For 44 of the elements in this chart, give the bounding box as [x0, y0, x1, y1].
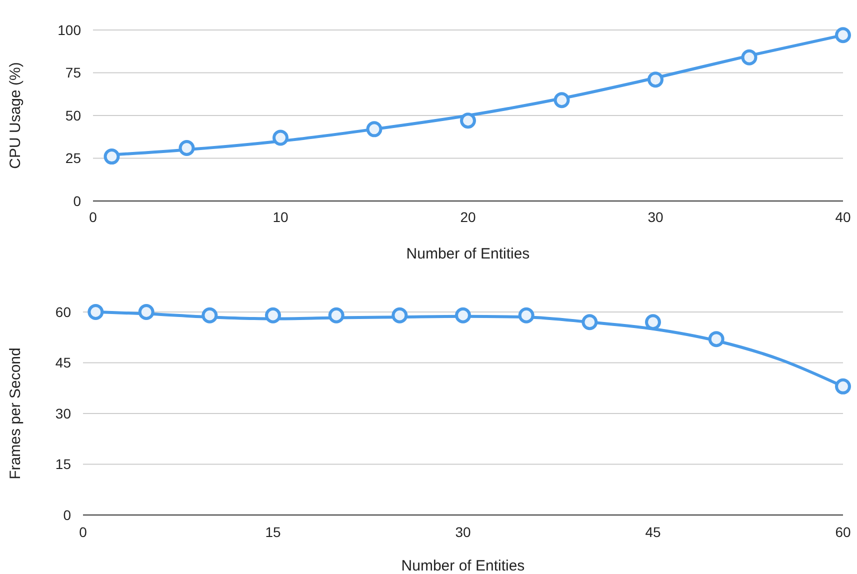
point — [88, 304, 104, 320]
x-tick-label: 10 — [272, 208, 288, 225]
point — [392, 307, 408, 324]
x-tick-label: 45 — [645, 524, 661, 540]
y-tick-label: 0 — [73, 192, 82, 209]
point — [582, 314, 598, 330]
point — [366, 121, 382, 138]
point — [272, 130, 288, 146]
point — [835, 378, 851, 394]
point — [645, 314, 661, 330]
point — [328, 307, 344, 324]
y-tick-label: 50 — [65, 107, 82, 124]
y-axis-title: CPU Usage (%) — [7, 62, 24, 169]
y-tick-label: 45 — [55, 354, 72, 371]
x-axis-title: Number of Entities — [406, 245, 530, 262]
point — [648, 72, 664, 88]
x-tick-label: 30 — [455, 524, 471, 540]
y-tick-label: 100 — [58, 22, 82, 38]
point — [741, 49, 758, 66]
x-tick-label: 40 — [835, 208, 851, 225]
point — [518, 307, 534, 324]
point — [265, 307, 281, 324]
point — [708, 331, 724, 348]
point — [835, 27, 851, 44]
point — [104, 148, 120, 165]
point — [138, 304, 154, 320]
y-tick-label: 15 — [55, 456, 72, 472]
x-tick-label: 20 — [460, 208, 476, 225]
y-tick-label: 30 — [55, 405, 72, 422]
point — [460, 112, 476, 129]
x-tick-label: 0 — [89, 208, 98, 225]
y-tick-label: 60 — [55, 304, 72, 320]
y-axis-title: Frames per Second — [7, 348, 24, 480]
x-axis-title: Number of Entities — [401, 557, 525, 574]
point — [554, 92, 570, 108]
y-tick-label: 25 — [65, 150, 82, 166]
x-tick-label: 15 — [265, 524, 281, 540]
point — [178, 140, 195, 156]
y-tick-label: 0 — [63, 506, 72, 523]
point — [202, 307, 218, 324]
point — [455, 307, 471, 324]
x-tick-label: 60 — [835, 524, 851, 540]
x-tick-label: 30 — [648, 208, 664, 225]
y-tick-label: 75 — [65, 64, 82, 81]
